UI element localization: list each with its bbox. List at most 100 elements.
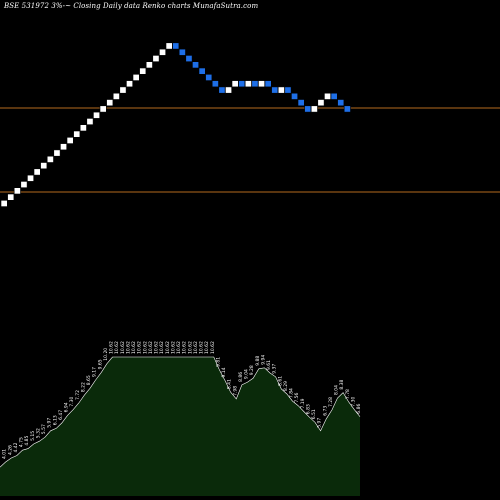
volume-value-label: 7.98 [232,386,238,396]
volume-value-label: 6.13 [52,415,58,425]
renko-brick-up [7,193,15,201]
volume-value-label: 7.28 [328,397,334,407]
renko-brick-up [231,80,239,88]
renko-brick-down [271,86,279,94]
renko-brick-up [60,143,68,151]
volume-value-label: 4.42 [13,442,19,452]
renko-brick-up [13,187,21,195]
volume-value-label: 8.38 [339,379,345,389]
volume-value-label: 3.68 [0,454,2,464]
volume-value-label: 6.94 [64,402,70,412]
renko-brick-down [238,80,246,88]
volume-value-label: 8.86 [238,372,244,382]
volume-value-label: 10.62 [193,341,199,354]
renko-brick-up [106,99,114,107]
volume-value-label: 6.83 [305,404,311,414]
renko-brick-up [139,67,147,75]
renko-brick-down [172,42,180,50]
renko-brick-down [205,74,213,81]
volume-value-label: 4.01 [2,449,8,459]
renko-brick-down [297,99,305,107]
volume-value-label: 8.65 [86,375,92,385]
volume-value-label: 9.37 [272,364,278,374]
volume-value-label: 9.28 [249,365,255,375]
renko-brick-up [324,92,331,100]
volume-value-label: 7.84 [289,388,295,398]
renko-brick-up [225,86,232,94]
renko-brick-up [27,174,34,182]
volume-value-label: 7.30 [69,397,75,407]
volume-value-label: 10.62 [131,341,137,354]
renko-brick-down [185,55,193,63]
renko-brick-up [20,181,28,188]
renko-brick-down [251,80,259,88]
volume-value-label: 6.73 [322,406,328,416]
volume-value-label: 7.72 [75,390,81,400]
volume-value-label: 8.61 [277,376,283,386]
volume-value-label: 10.62 [187,341,193,354]
renko-brick-down [192,61,199,69]
renko-brick-up [46,155,54,163]
volume-value-label: 10.62 [170,341,176,354]
renko-brick-up [145,61,153,69]
volume-value-label: 7.19 [300,398,306,408]
volume-value-label: 10.62 [109,341,115,354]
renko-brick-up [93,111,101,119]
renko-brick-up [277,86,285,94]
volume-value-label: 10.62 [176,341,182,354]
renko-brick-up [73,130,81,138]
renko-brick-up [244,80,252,88]
renko-brick-down [284,86,292,94]
renko-brick-up [132,74,140,81]
volume-value-label: 4.75 [19,437,25,447]
renko-brick-down [330,92,338,100]
volume-value-label: 10.62 [182,341,188,354]
renko-brick-up [152,55,160,63]
volume-value-label: 7.30 [350,397,356,407]
volume-value-label: 9.81 [215,357,221,367]
renko-brick-up [0,200,8,207]
renko-brick-up [53,149,61,157]
volume-value-label: 5.57 [41,424,47,434]
volume-value-label: 5.97 [47,418,53,428]
volume-value-label: 9.04 [244,369,250,379]
volume-value-label: 8.41 [227,379,233,389]
volume-value-label: 7.78 [345,389,351,399]
renko-brick-down [343,105,351,113]
renko-brick-down [198,67,206,75]
renko-brick-up [79,124,87,132]
renko-brick-up [310,105,318,113]
renko-brick-up [159,48,166,56]
renko-brick-up [317,99,325,107]
volume-value-label: 6.86 [356,404,362,414]
renko-brick-up [119,86,127,94]
volume-value-label: 9.88 [255,356,261,366]
volume-value-label: 8.22 [80,382,86,392]
volume-value-label: 10.62 [199,341,205,354]
renko-brick-up [258,80,265,88]
volume-value-label: 5.15 [30,431,36,441]
volume-value-label: 9.65 [97,359,103,369]
volume-value-label: 7.56 [294,392,300,402]
volume-value-label: 6.51 [311,409,317,419]
renko-brick-up [99,105,107,113]
volume-value-label: 10.62 [159,341,165,354]
volume-value-label: 9.61 [266,360,272,370]
volume-value-label: 10.62 [137,341,143,354]
volume-value-label: 5.97 [317,418,323,428]
volume-value-label: 10.62 [148,341,154,354]
renko-brick-up [112,92,120,100]
volume-value-label: 10.62 [154,341,160,354]
renko-brick-up [33,168,41,176]
volume-value-label: 10.62 [120,341,126,354]
renko-brick-up [66,137,74,144]
volume-value-label: 9.94 [260,355,266,365]
volume-value-label: 8.29 [283,381,289,391]
renko-brick-up [40,162,48,170]
volume-value-label: 9.14 [221,367,227,377]
volume-value-label: 5.32 [35,428,41,438]
volume-value-label: 10.62 [204,341,210,354]
volume-value-label: 6.47 [58,410,64,420]
renko-brick-up [165,42,173,50]
